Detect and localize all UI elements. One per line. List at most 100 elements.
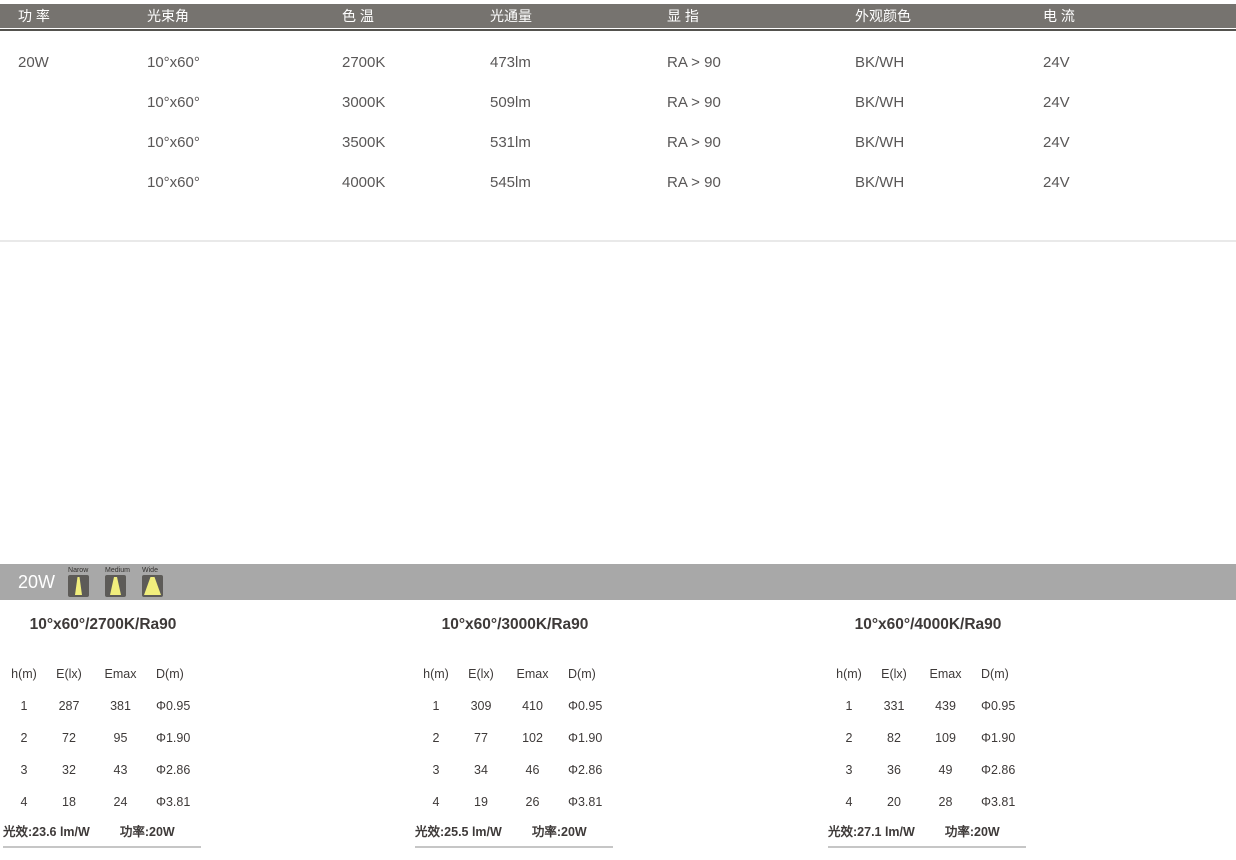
spec-cell-finish: BK/WH — [855, 53, 905, 71]
pt-power: 功率:20W — [531, 825, 587, 839]
pt-efficacy: 光效:25.5 lm/W — [415, 825, 502, 839]
pt-cell: Φ2.86 — [156, 763, 191, 777]
pt-title: 10°x60°/2700K/Ra90 — [29, 616, 177, 633]
pt-cell: 4 — [20, 795, 28, 809]
spec-cell-finish: BK/WH — [855, 93, 905, 111]
spec-cell-finish: BK/WH — [855, 133, 905, 151]
pt-grid: h(m) E(lx) Emax D(m) 1 331 439 Φ0.95 2 8… — [828, 658, 1078, 818]
pt-cell: Φ1.90 — [156, 731, 191, 745]
spec-row: 10°x60° 4000K 545lm RA > 90 BK/WH 24V — [0, 162, 1236, 202]
spec-header-cell-cri: 显 指 — [667, 8, 699, 24]
pt-cell: 2 — [20, 731, 28, 745]
pt-cell: 439 — [935, 699, 956, 713]
pt-cell: 4 — [432, 795, 440, 809]
spec-cell-beam-angle: 10°x60° — [147, 53, 200, 71]
pt-cell: Φ0.95 — [156, 699, 191, 713]
pt-cell: Φ2.86 — [981, 763, 1016, 777]
pt-cell: 3 — [20, 763, 28, 777]
pt-cell: 1 — [20, 699, 28, 713]
spec-table-body: 20W 10°x60° 2700K 473lm RA > 90 BK/WH 24… — [0, 42, 1236, 202]
pt-title: 10°x60°/4000K/Ra90 — [854, 616, 1002, 633]
wide-beam-label: Wide — [142, 567, 158, 574]
pt-cell: Φ3.81 — [156, 795, 191, 809]
spec-cell-cct: 3000K — [342, 93, 386, 111]
photometric-table-2700k: 10°x60°/2700K/Ra90 h(m) E(lx) Emax D(m) … — [3, 600, 253, 848]
beam-medium: Medium — [105, 566, 130, 597]
pt-cell: 3 — [432, 763, 440, 777]
pt-cell: 4 — [845, 795, 853, 809]
pt-col-header: h(m) — [423, 667, 449, 681]
pt-cell: Φ2.86 — [568, 763, 603, 777]
spec-cell-cri: RA > 90 — [667, 173, 721, 191]
power-bar-label: 20W — [18, 572, 56, 592]
spec-cell-flux: 531lm — [490, 133, 531, 151]
power-bar: 20W Narow Medium Wide — [0, 564, 1236, 600]
pt-grid: h(m) E(lx) Emax D(m) 1 287 381 Φ0.95 2 7… — [3, 658, 253, 818]
spec-cell-beam-angle: 10°x60° — [147, 93, 200, 111]
spec-row: 10°x60° 3500K 531lm RA > 90 BK/WH 24V — [0, 122, 1236, 162]
pt-cell: 49 — [938, 763, 953, 777]
pt-cell: 331 — [883, 699, 905, 713]
pt-cell: 102 — [522, 731, 543, 745]
narrow-beam-icon — [68, 575, 90, 597]
medium-beam-label: Medium — [105, 567, 130, 574]
pt-cell: 28 — [938, 795, 953, 809]
spec-header-cell-finish: 外观颜色 — [855, 8, 911, 24]
spec-cell-cri: RA > 90 — [667, 53, 721, 71]
wide-beam-icon — [142, 575, 164, 597]
pt-cell: 2 — [432, 731, 440, 745]
spec-row: 20W 10°x60° 2700K 473lm RA > 90 BK/WH 24… — [0, 42, 1236, 82]
pt-col-header: Emax — [929, 667, 962, 681]
pt-cell: 46 — [525, 763, 540, 777]
pt-cell: 287 — [58, 699, 80, 713]
pt-cell: 19 — [474, 795, 488, 809]
pt-footer: 光效:25.5 lm/W 功率:20W — [415, 821, 613, 848]
spec-cell-flux: 545lm — [490, 173, 531, 191]
pt-col-header: E(lx) — [56, 667, 82, 681]
pt-cell: 24 — [113, 795, 128, 809]
spec-cell-beam-angle: 10°x60° — [147, 173, 200, 191]
pt-grid: h(m) E(lx) Emax D(m) 1 309 410 Φ0.95 2 7… — [415, 658, 665, 818]
photometric-section: 10°x60°/2700K/Ra90 h(m) E(lx) Emax D(m) … — [0, 600, 1236, 856]
spec-header-cell-current: 电 流 — [1043, 8, 1075, 24]
pt-cell: Φ0.95 — [568, 699, 603, 713]
pt-title: 10°x60°/3000K/Ra90 — [441, 616, 589, 633]
beam-icon-group: Narow Medium Wide — [68, 564, 164, 597]
spec-cell-power: 20W — [18, 53, 49, 71]
spec-row: 10°x60° 3000K 509lm RA > 90 BK/WH 24V — [0, 82, 1236, 122]
pt-cell: 77 — [474, 731, 488, 745]
beam-narrow: Narow — [68, 566, 90, 597]
spec-cell-beam-angle: 10°x60° — [147, 133, 200, 151]
spec-cell-current: 24V — [1043, 53, 1070, 71]
spec-header-cell-beam-angle: 光束角 — [147, 8, 189, 24]
pt-cell: 82 — [887, 731, 901, 745]
pt-efficacy: 光效:23.6 lm/W — [3, 825, 90, 839]
pt-cell: 2 — [845, 731, 853, 745]
spec-cell-finish: BK/WH — [855, 173, 905, 191]
medium-beam-icon — [105, 575, 127, 597]
pt-footer: 光效:23.6 lm/W 功率:20W — [3, 821, 201, 848]
spec-cell-current: 24V — [1043, 133, 1070, 151]
spec-cell-cct: 2700K — [342, 53, 386, 71]
pt-col-header: E(lx) — [468, 667, 494, 681]
pt-cell: 26 — [525, 795, 540, 809]
pt-cell: 1 — [845, 699, 853, 713]
pt-cell: 32 — [62, 763, 76, 777]
pt-efficacy: 光效:27.1 lm/W — [828, 825, 915, 839]
pt-cell: Φ0.95 — [981, 699, 1016, 713]
pt-cell: 109 — [935, 731, 956, 745]
pt-col-header: h(m) — [836, 667, 862, 681]
pt-col-header: h(m) — [11, 667, 37, 681]
pt-power: 功率:20W — [119, 825, 175, 839]
spec-header-cell-power: 功 率 — [18, 8, 50, 24]
pt-cell: 1 — [432, 699, 440, 713]
pt-cell: 43 — [113, 763, 128, 777]
spec-cell-current: 24V — [1043, 93, 1070, 111]
pt-cell: 20 — [887, 795, 901, 809]
spec-cell-cri: RA > 90 — [667, 133, 721, 151]
photometric-table-3000k: 10°x60°/3000K/Ra90 h(m) E(lx) Emax D(m) … — [415, 600, 665, 848]
pt-cell: Φ3.81 — [981, 795, 1016, 809]
pt-power: 功率:20W — [944, 825, 1000, 839]
spec-cell-cct: 4000K — [342, 173, 386, 191]
pt-cell: 18 — [62, 795, 76, 809]
